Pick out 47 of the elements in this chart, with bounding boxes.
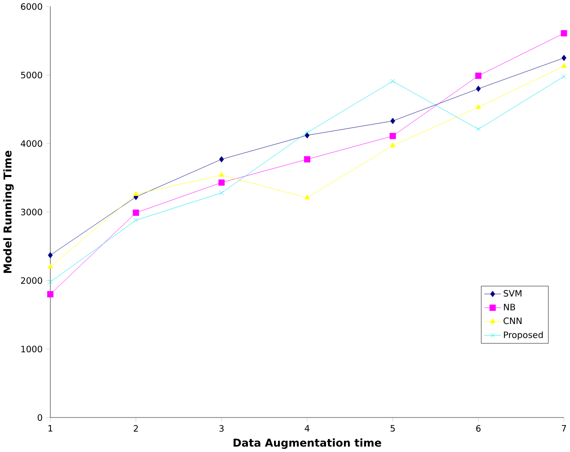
legend-label: NB	[504, 304, 516, 310]
y-tick-label: 6000	[21, 3, 42, 10]
y-tick-label: 2000	[21, 277, 42, 284]
point	[48, 252, 53, 258]
y-tick-label: 1000	[21, 346, 42, 352]
point	[304, 194, 310, 200]
point	[134, 218, 138, 222]
point	[475, 72, 482, 79]
point	[304, 156, 310, 162]
y-tick-label: 0	[38, 414, 42, 421]
point	[304, 130, 310, 135]
point	[133, 191, 139, 196]
point	[48, 280, 53, 284]
point	[476, 104, 482, 109]
x-tick-label: 1	[48, 425, 52, 432]
point	[560, 30, 568, 36]
legend-label: SVM	[504, 290, 522, 297]
point	[218, 172, 224, 177]
legend-label: Proposed	[504, 331, 543, 340]
point	[47, 291, 54, 298]
x-tick-label: 6	[476, 425, 481, 432]
point	[48, 264, 54, 268]
x-axis-title: Data Augmentation time	[234, 438, 382, 449]
point	[390, 78, 396, 84]
point	[390, 132, 396, 140]
x-tick-label: 7	[562, 425, 566, 432]
point	[219, 156, 224, 162]
y-tick-label: 5000	[21, 72, 42, 78]
point	[562, 74, 566, 79]
point	[562, 54, 566, 61]
x-tick-label: 5	[390, 425, 395, 432]
point	[476, 126, 481, 132]
legend-label: CNN	[504, 317, 522, 324]
point	[132, 210, 140, 216]
point	[218, 179, 225, 186]
y-axis-title: Model Running Time	[3, 150, 14, 273]
point	[561, 62, 567, 68]
y-tick-label: 4000	[20, 140, 42, 147]
x-tick-label: 3	[219, 425, 224, 432]
x-tick-label: 2	[134, 425, 138, 432]
point	[476, 86, 481, 92]
y-tick-label: 3000	[21, 208, 42, 216]
point	[304, 132, 310, 138]
point	[219, 190, 224, 196]
point	[390, 142, 396, 148]
point	[390, 118, 396, 124]
x-tick-label: 4	[304, 425, 310, 432]
